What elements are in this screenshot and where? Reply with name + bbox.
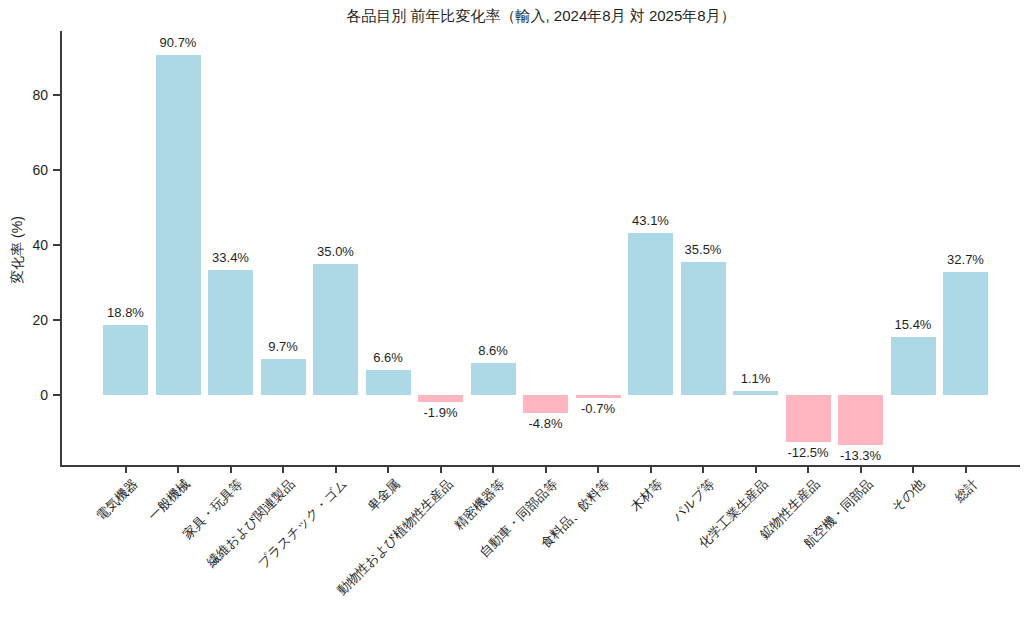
bar-value-label: -13.3% (816, 448, 906, 464)
y-tick-label: 80 (8, 87, 48, 103)
x-tick (335, 467, 337, 473)
bar-value-label: 43.1% (606, 213, 696, 229)
y-tick-label: 20 (8, 312, 48, 328)
bar (576, 395, 621, 398)
x-tick (282, 467, 284, 473)
bar-value-label: 90.7% (133, 35, 223, 51)
x-tick-label: プラスチック・ゴム (255, 476, 350, 571)
x-tick (545, 467, 547, 473)
x-tick-label: パルプ等 (670, 476, 718, 524)
x-tick (912, 467, 914, 473)
bar-value-label: -4.8% (501, 416, 591, 432)
y-tick (53, 169, 60, 171)
bar (261, 359, 306, 395)
x-tick (597, 467, 599, 473)
y-tick-label: 40 (8, 237, 48, 253)
bar-value-label: 1.1% (711, 371, 801, 387)
bar (208, 270, 253, 395)
x-tick (125, 467, 127, 473)
bar (366, 370, 411, 395)
y-axis-spine (60, 31, 62, 467)
x-tick (177, 467, 179, 473)
y-tick (53, 394, 60, 396)
x-tick (440, 467, 442, 473)
x-tick-label: 電気機器 (93, 476, 140, 523)
bar (471, 363, 516, 395)
x-tick (387, 467, 389, 473)
bar-value-label: 35.0% (291, 244, 381, 260)
x-tick-label: 繊維および関連製品 (204, 476, 298, 570)
y-tick (53, 319, 60, 321)
x-tick (807, 467, 809, 473)
bar-value-label: 32.7% (921, 252, 1011, 268)
x-axis-spine (60, 465, 1020, 467)
x-tick-label: 卑金属 (364, 476, 402, 514)
bar-value-label: 33.4% (186, 250, 276, 266)
x-tick (860, 467, 862, 473)
x-tick (492, 467, 494, 473)
x-tick (650, 467, 652, 473)
x-tick (702, 467, 704, 473)
y-tick-label: 0 (8, 387, 48, 403)
x-tick-label: その他 (889, 476, 928, 515)
chart-title: 各品目別 前年比変化率（輸入, 2024年8月 対 2025年8月） (62, 7, 1020, 26)
bar (103, 325, 148, 396)
x-tick-label: 総計 (951, 476, 980, 505)
bar (733, 391, 778, 395)
y-tick (53, 94, 60, 96)
x-tick (755, 467, 757, 473)
bar (313, 264, 358, 395)
bar (418, 395, 463, 402)
bar (838, 395, 883, 445)
bar (891, 337, 936, 395)
bar-value-label: 6.6% (343, 350, 433, 366)
bar (156, 55, 201, 395)
x-tick (230, 467, 232, 473)
y-tick (53, 244, 60, 246)
x-tick-label: 精密機器等 (451, 476, 508, 533)
bar-value-label: -0.7% (553, 401, 643, 417)
y-tick-label: 60 (8, 162, 48, 178)
bar (786, 395, 831, 442)
bar-value-label: -1.9% (396, 405, 486, 421)
bar-chart-figure: 各品目別 前年比変化率（輸入, 2024年8月 対 2025年8月） 変化率 (… (0, 0, 1024, 617)
bar (943, 272, 988, 395)
bar-value-label: 8.6% (448, 343, 538, 359)
bar-value-label: 35.5% (658, 242, 748, 258)
x-tick (965, 467, 967, 473)
x-tick-label: 一般機械 (145, 476, 192, 523)
x-tick-label: 木材等 (627, 476, 665, 514)
